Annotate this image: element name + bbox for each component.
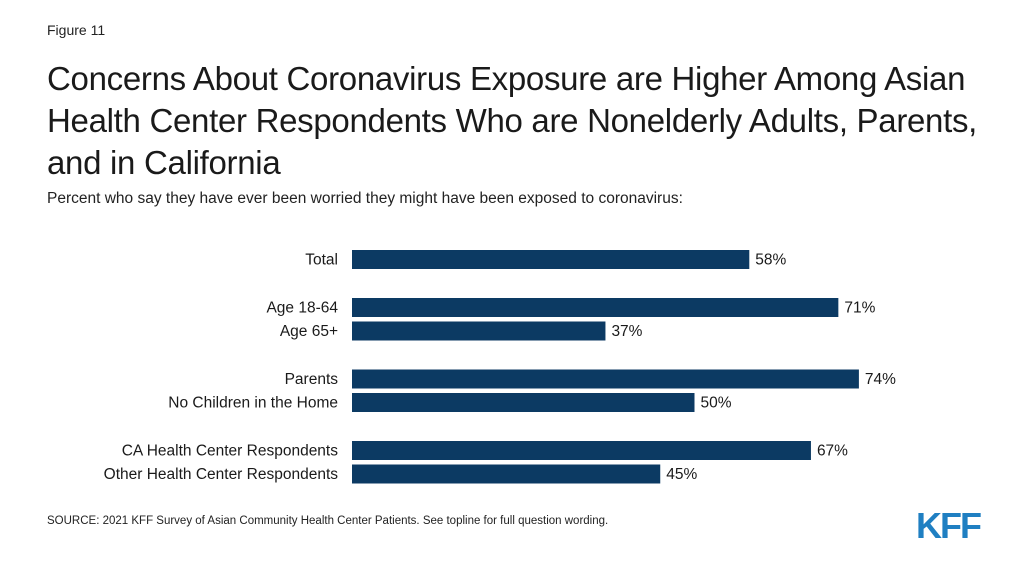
chart-subtitle: Percent who say they have ever been worr… xyxy=(47,190,683,207)
data-label: 74% xyxy=(865,371,896,388)
source-note: SOURCE: 2021 KFF Survey of Asian Communi… xyxy=(47,515,609,527)
bar xyxy=(352,250,750,269)
kff-logo: KFF xyxy=(916,506,983,542)
data-label: 71% xyxy=(844,300,875,317)
bar xyxy=(352,393,695,412)
category-label: Parents xyxy=(285,371,339,388)
chart-title: Concerns About Coronavirus Exposure are … xyxy=(47,60,978,181)
category-label: Total xyxy=(305,252,338,269)
figure-label: Figure 11 xyxy=(47,22,106,38)
bar xyxy=(352,298,839,317)
category-label: No Children in the Home xyxy=(168,395,338,412)
bar xyxy=(352,441,811,460)
data-label: 58% xyxy=(755,252,786,269)
category-label: CA Health Center Respondents xyxy=(122,443,339,460)
data-label: 67% xyxy=(817,443,848,460)
category-label: Other Health Center Respondents xyxy=(104,466,339,483)
bar xyxy=(352,464,661,484)
data-label: 45% xyxy=(666,466,697,483)
data-label: 50% xyxy=(701,395,732,412)
bar xyxy=(352,369,859,389)
kff-logo-text: KFF xyxy=(916,506,981,542)
category-label: Age 18-64 xyxy=(266,300,338,317)
bar xyxy=(352,321,606,341)
data-label: 37% xyxy=(611,323,642,340)
category-label: Age 65+ xyxy=(280,323,338,340)
